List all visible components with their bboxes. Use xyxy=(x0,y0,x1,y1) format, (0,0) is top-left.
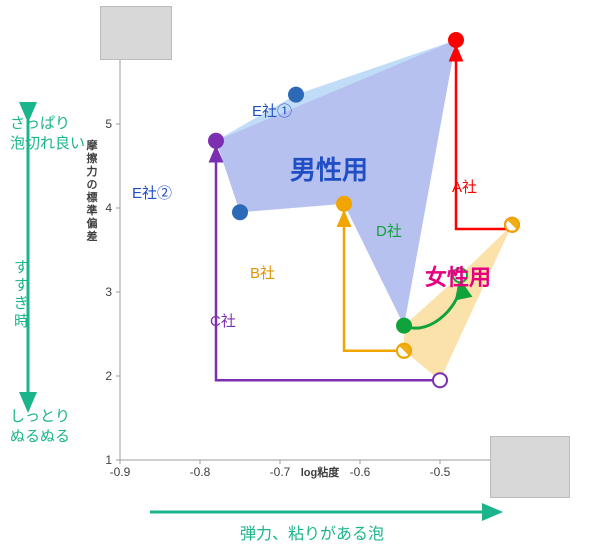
label-bot_green_2: ぬるぬる xyxy=(10,425,70,446)
svg-text:の: の xyxy=(87,178,98,191)
svg-text:準: 準 xyxy=(87,203,98,217)
label-D: D社 xyxy=(376,220,402,241)
svg-text:1: 1 xyxy=(105,453,112,467)
svg-text:4: 4 xyxy=(105,201,112,215)
label-A: A社 xyxy=(452,176,477,197)
svg-text:-0.8: -0.8 xyxy=(190,465,211,479)
label-mid_green_4: 時 xyxy=(14,310,29,331)
label-female: 女性用 xyxy=(425,260,491,292)
svg-text:標: 標 xyxy=(87,190,98,204)
label-bot_green_1: しっとり xyxy=(10,405,70,426)
svg-text:log粘度: log粘度 xyxy=(301,465,340,479)
svg-text:力: 力 xyxy=(87,164,98,178)
svg-text:2: 2 xyxy=(105,369,112,383)
svg-text:摩: 摩 xyxy=(87,138,99,152)
photo-top xyxy=(100,6,172,60)
svg-text:差: 差 xyxy=(87,229,98,243)
label-C: C社 xyxy=(210,310,236,331)
photo-bottom xyxy=(490,436,570,498)
label-B: B社 xyxy=(250,262,275,283)
svg-text:3: 3 xyxy=(105,285,112,299)
svg-text:-0.5: -0.5 xyxy=(430,465,451,479)
svg-text:-0.6: -0.6 xyxy=(350,465,371,479)
label-E1: E社① xyxy=(252,100,292,121)
svg-text:擦: 擦 xyxy=(87,151,98,165)
label-bot_green_h: 弾力、粘りがある泡 xyxy=(240,520,384,544)
svg-text:-0.9: -0.9 xyxy=(110,465,131,479)
svg-text:5: 5 xyxy=(105,117,112,131)
label-male: 男性用 xyxy=(290,150,368,187)
chart-root: -0.9-0.8-0.7-0.6-0.5-0.4123456log粘度摩擦力の標… xyxy=(0,0,600,549)
label-E2: E社② xyxy=(132,182,172,203)
svg-text:偏: 偏 xyxy=(87,216,98,230)
svg-text:-0.7: -0.7 xyxy=(270,465,291,479)
label-top_green_2: 泡切れ良い xyxy=(10,132,85,153)
label-top_green_1: さっぱり xyxy=(10,112,70,133)
